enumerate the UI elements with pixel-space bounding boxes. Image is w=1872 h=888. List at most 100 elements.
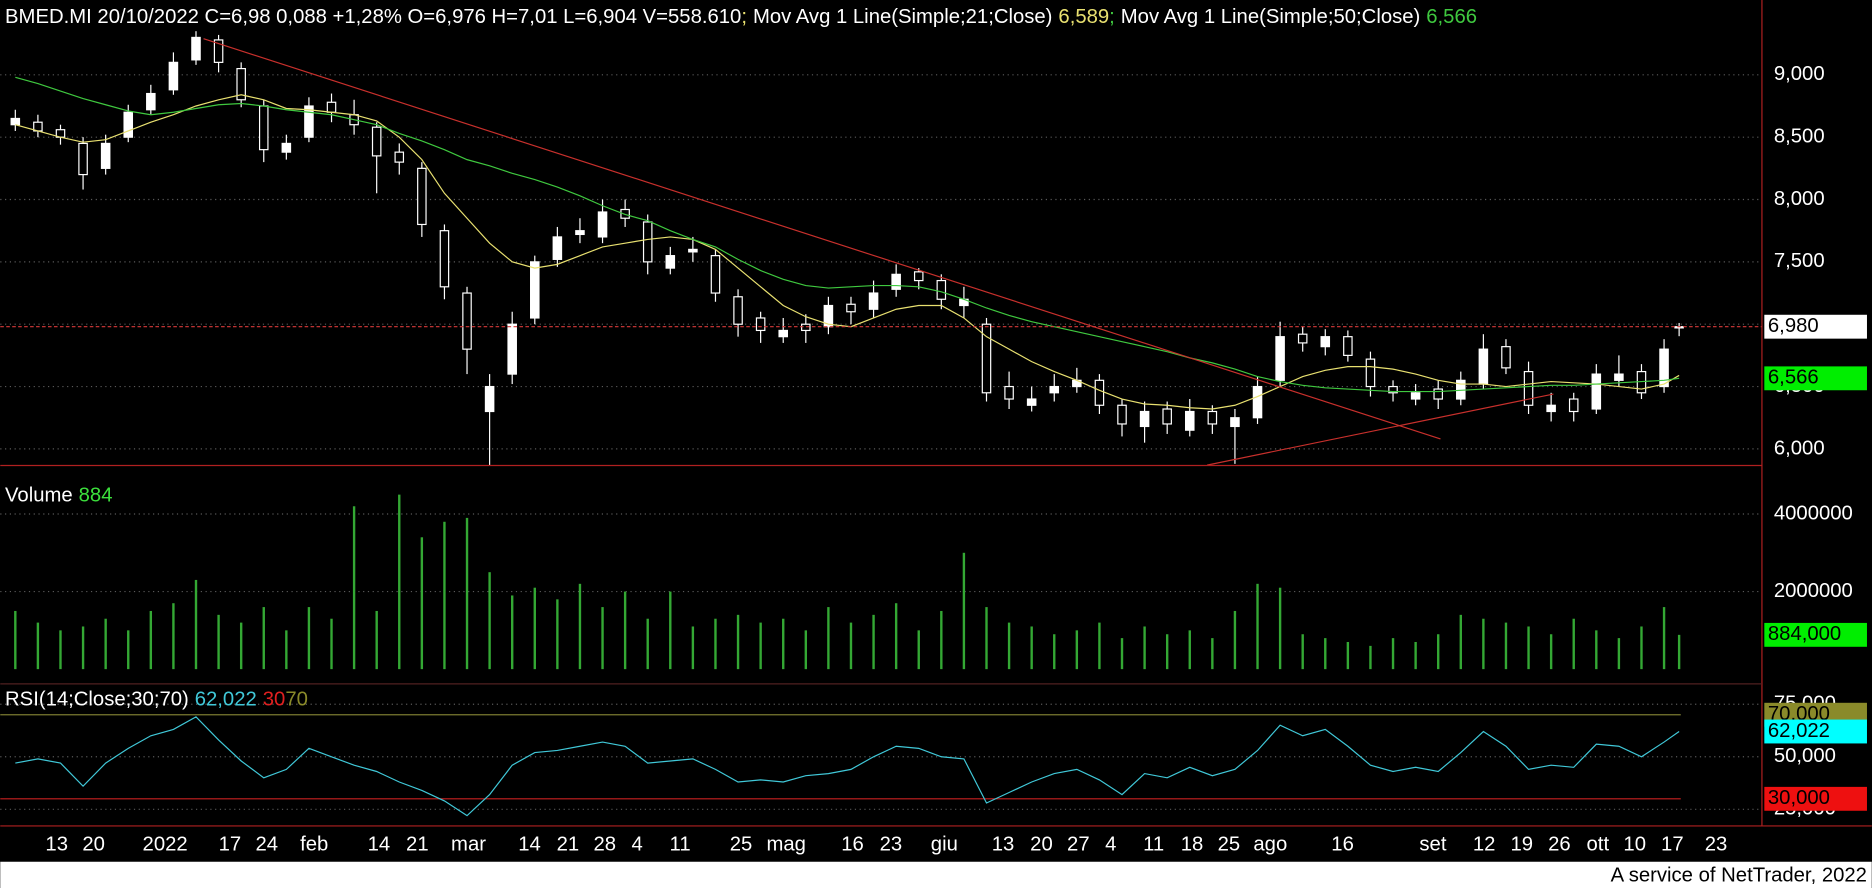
volume-bar — [669, 591, 672, 670]
volume-bar — [1482, 618, 1485, 670]
volume-bar — [81, 626, 85, 670]
volume-bar — [1414, 641, 1417, 670]
candle-body — [778, 329, 788, 338]
x-tick-label: ott — [1587, 833, 1610, 855]
volume-bar — [1188, 630, 1191, 670]
volume-bar — [940, 610, 943, 670]
candle-body — [530, 261, 540, 319]
x-tick-label: 16 — [841, 833, 864, 855]
volume-bar — [239, 622, 243, 670]
candle-body — [1139, 410, 1150, 428]
candle-body — [1410, 392, 1421, 400]
candle-body — [575, 230, 585, 236]
candle-body — [258, 105, 269, 151]
y-tick-label: 7,500 — [1774, 250, 1825, 272]
volume-bar — [1211, 638, 1214, 670]
series-line — [15, 76, 1680, 393]
series-line — [15, 716, 1680, 817]
candle-body — [552, 236, 563, 260]
volume-bar — [1007, 622, 1011, 670]
volume-bar — [601, 607, 604, 670]
volume-bar — [804, 630, 808, 670]
legend-title: RSI(14;Close;30;70) — [5, 689, 189, 711]
volume-bar — [1098, 622, 1101, 670]
x-tick-label: 17 — [219, 833, 242, 855]
x-tick-label: 11 — [670, 833, 691, 855]
candle-body — [823, 304, 834, 328]
candle-body — [168, 61, 179, 91]
trendline — [203, 38, 1441, 440]
x-tick-label: mar — [451, 833, 486, 855]
candle-body — [1388, 385, 1398, 394]
legend-separator: ; — [1109, 6, 1115, 28]
value-box — [1764, 622, 1867, 647]
volume-bar — [285, 630, 288, 670]
x-tick-label: 17 — [1661, 833, 1684, 855]
candle-body — [688, 248, 698, 253]
candle-body — [1343, 336, 1353, 356]
y-tick-label: 50,000 — [1774, 745, 1836, 767]
candle-body — [1591, 373, 1602, 410]
candle-body — [236, 68, 246, 101]
volume-bar — [1301, 634, 1304, 670]
volume-bar — [330, 618, 333, 670]
volume-bar — [1391, 638, 1395, 670]
volume-bar — [1346, 641, 1350, 670]
x-tick-label: 4 — [1105, 833, 1116, 855]
candle-body — [1184, 410, 1195, 431]
x-tick-label: 16 — [1331, 833, 1354, 855]
volume-bar — [36, 622, 40, 670]
x-tick-label: 14 — [518, 833, 541, 855]
candle-body — [462, 292, 472, 350]
plot-layer: 13 20 2022 17 24 feb 14 21 mar 14 21 28 4 11 25 mag 16 23… — [0, 6, 1867, 855]
candle-body — [733, 296, 743, 325]
volume-bar — [149, 610, 153, 670]
volume-bar — [398, 494, 401, 670]
x-tick-label: feb — [300, 833, 328, 855]
volume-bar — [691, 626, 695, 670]
x-tick-label: mag — [767, 833, 806, 855]
candle-body — [868, 292, 879, 310]
x-tick-label: 23 — [1705, 833, 1728, 855]
volume-bar — [443, 521, 446, 670]
value-box — [1764, 786, 1867, 811]
volume-bar — [1459, 614, 1462, 670]
x-tick-label: set — [1419, 833, 1446, 855]
x-tick-label: 25 — [730, 833, 753, 855]
x-tick-label: 4 — [632, 833, 643, 855]
legend-value: 884 — [79, 485, 113, 507]
candle-body — [642, 221, 653, 263]
volume-bar — [465, 517, 469, 670]
volume-bar — [104, 618, 107, 670]
candle-body — [146, 92, 156, 111]
x-tick-label: 18 — [1181, 833, 1204, 855]
volume-bar — [14, 610, 17, 670]
legend-title: BMED.MI 20/10/2022 C=6,98 0,088 +1,28% O… — [5, 6, 741, 28]
trendline — [1206, 393, 1554, 466]
candle-body — [913, 271, 924, 282]
legend-level: 30 — [263, 689, 286, 711]
candle-body — [507, 323, 517, 375]
candle-body — [484, 385, 495, 413]
value-box-label: 30,000 — [1768, 787, 1830, 809]
candle-body — [1659, 348, 1669, 388]
volume-bar — [352, 506, 356, 670]
x-tick-label: giu — [931, 833, 958, 855]
candle-body — [417, 167, 427, 226]
legend-value: 62,022 — [195, 689, 257, 711]
volume-bar — [556, 599, 559, 670]
volume-bar — [488, 572, 491, 670]
volume-bar — [827, 607, 830, 670]
legend-value: 6,589 — [1058, 6, 1109, 28]
candle-body — [191, 36, 201, 61]
candle-body — [1026, 398, 1037, 406]
y-tick-label: 2000000 — [1774, 580, 1853, 602]
candle-body — [281, 142, 292, 153]
candle-body — [1546, 404, 1556, 413]
candle-body — [846, 303, 856, 313]
x-tick-label: 28 — [594, 833, 617, 855]
candle-body — [1004, 385, 1014, 400]
legend-value: 6,566 — [1426, 6, 1477, 28]
volume-bar — [894, 603, 898, 670]
